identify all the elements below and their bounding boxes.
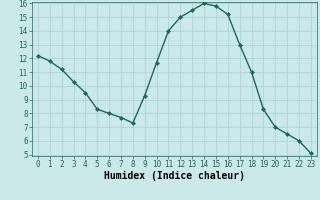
- X-axis label: Humidex (Indice chaleur): Humidex (Indice chaleur): [104, 171, 245, 181]
